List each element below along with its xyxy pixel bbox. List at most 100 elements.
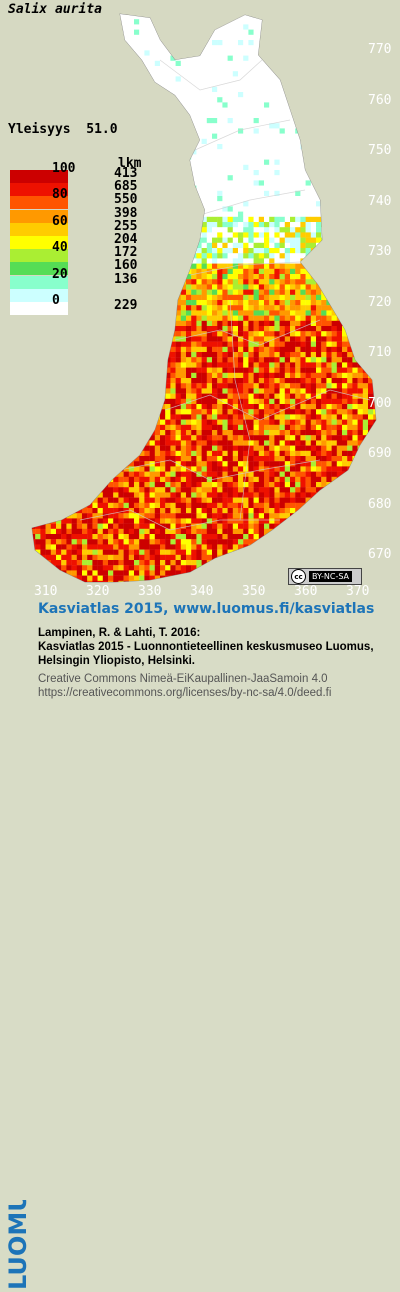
grid-cell xyxy=(253,222,259,228)
grid-cell xyxy=(300,97,306,103)
grid-cell xyxy=(32,144,36,150)
grid-cell xyxy=(253,263,259,269)
grid-cell xyxy=(258,86,265,93)
grid-cell xyxy=(35,154,41,160)
grid-cell xyxy=(310,71,317,77)
grid-cell xyxy=(128,315,135,321)
grid-cell xyxy=(300,341,306,347)
grid-cell xyxy=(227,14,233,20)
grid-cell xyxy=(274,237,280,243)
grid-cell xyxy=(290,60,296,67)
grid-cell xyxy=(248,289,254,295)
grid-cell xyxy=(154,300,161,306)
grid-cell xyxy=(243,40,249,46)
grid-cell xyxy=(71,34,77,41)
grid-cell xyxy=(149,24,155,30)
grid-cell xyxy=(82,45,88,51)
grid-cell xyxy=(310,216,317,223)
grid-cell xyxy=(50,60,57,67)
grid-cell xyxy=(279,242,285,249)
grid-cell xyxy=(50,326,57,332)
grid-cell xyxy=(32,50,36,56)
grid-cell xyxy=(180,352,187,358)
grid-cell xyxy=(66,357,72,363)
grid-cell xyxy=(290,372,296,379)
grid-cell xyxy=(316,206,322,212)
grid-cell xyxy=(71,71,77,77)
grid-cell xyxy=(305,185,311,191)
grid-cell xyxy=(160,201,166,207)
grid-cell xyxy=(191,383,197,389)
grid-cell xyxy=(56,76,62,82)
grid-cell xyxy=(32,357,36,363)
grid-cell xyxy=(56,154,62,160)
grid-cell xyxy=(191,76,197,82)
grid-cell xyxy=(284,222,291,228)
grid-cell xyxy=(154,107,161,113)
grid-cell xyxy=(144,86,150,93)
grid-cell xyxy=(232,118,239,124)
grid-cell xyxy=(108,196,114,202)
grid-cell xyxy=(128,336,135,342)
grid-cell xyxy=(342,164,348,171)
grid-cell xyxy=(32,383,36,389)
grid-cell xyxy=(144,206,150,212)
grid-cell xyxy=(149,341,155,347)
grid-cell xyxy=(253,206,259,212)
grid-cell xyxy=(316,123,322,129)
grid-cell xyxy=(97,315,103,321)
grid-cell xyxy=(362,336,369,342)
grid-cell xyxy=(232,326,239,332)
grid-cell xyxy=(248,112,254,119)
grid-cell xyxy=(191,102,197,108)
grid-cell xyxy=(139,294,145,301)
grid-cell xyxy=(87,170,93,176)
grid-cell xyxy=(243,388,249,394)
grid-cell xyxy=(170,320,176,327)
grid-cell xyxy=(300,367,306,373)
grid-cell xyxy=(362,320,369,327)
grid-cell xyxy=(258,357,265,363)
grid-cell xyxy=(217,378,223,384)
grid-cell xyxy=(71,248,77,254)
grid-cell xyxy=(201,92,207,98)
grid-cell xyxy=(206,357,213,363)
grid-cell xyxy=(258,300,265,306)
grid-cell xyxy=(232,206,239,212)
grid-cell xyxy=(222,336,228,342)
grid-cell xyxy=(108,19,114,25)
grid-cell xyxy=(87,201,93,207)
grid-cell xyxy=(186,71,192,77)
grid-cell xyxy=(238,50,244,56)
grid-cell xyxy=(180,388,187,394)
grid-cell xyxy=(206,118,213,124)
grid-cell xyxy=(248,222,254,228)
grid-cell xyxy=(113,393,119,399)
grid-cell xyxy=(97,320,103,327)
grid-cell xyxy=(290,24,296,30)
grid-cell xyxy=(160,14,166,20)
grid-cell xyxy=(357,149,363,155)
grid-cell xyxy=(154,14,161,20)
grid-cell xyxy=(175,170,181,176)
grid-cell xyxy=(357,180,363,186)
grid-cell xyxy=(186,357,192,363)
grid-cell xyxy=(290,29,296,35)
grid-cell xyxy=(87,320,93,327)
grid-cell xyxy=(97,378,103,384)
grid-cell xyxy=(170,346,176,353)
grid-cell xyxy=(66,81,72,87)
grid-cell xyxy=(362,112,369,119)
grid-cell xyxy=(144,128,150,134)
grid-cell xyxy=(295,326,301,332)
grid-cell xyxy=(305,97,311,103)
grid-cell xyxy=(175,326,181,332)
grid-cell xyxy=(87,222,93,228)
grid-cell xyxy=(279,268,285,275)
grid-cell xyxy=(201,268,207,275)
grid-cell xyxy=(50,144,57,150)
grid-cell xyxy=(243,242,249,249)
grid-cell xyxy=(102,55,109,61)
grid-cell xyxy=(175,341,181,347)
grid-cell xyxy=(321,352,327,358)
